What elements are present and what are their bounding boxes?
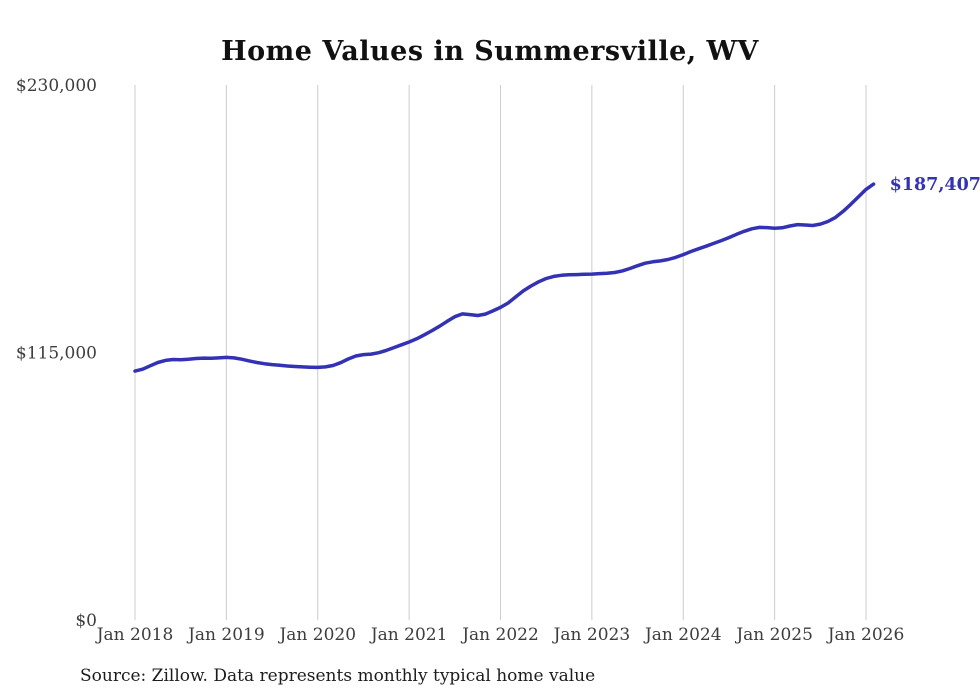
end-value-label: $187,407 xyxy=(890,175,980,195)
x-tick-label: Jan 2024 xyxy=(643,625,722,645)
y-tick-label: $0 xyxy=(75,611,97,631)
y-tick-label: $230,000 xyxy=(16,76,97,96)
x-tick-label: Jan 2020 xyxy=(277,625,356,645)
x-tick-label: Jan 2025 xyxy=(734,625,813,645)
x-tick-label: Jan 2018 xyxy=(95,625,174,645)
x-tick-label: Jan 2021 xyxy=(369,625,448,645)
x-tick-label: Jan 2023 xyxy=(552,625,631,645)
x-tick-label: Jan 2019 xyxy=(186,625,265,645)
chart-title: Home Values in Summersville, WV xyxy=(221,36,759,67)
x-tick-label: Jan 2026 xyxy=(826,625,905,645)
y-tick-label: $115,000 xyxy=(16,344,97,364)
value-line xyxy=(133,182,876,373)
source-note: Source: Zillow. Data represents monthly … xyxy=(80,666,596,686)
x-tick-label: Jan 2022 xyxy=(460,625,539,645)
